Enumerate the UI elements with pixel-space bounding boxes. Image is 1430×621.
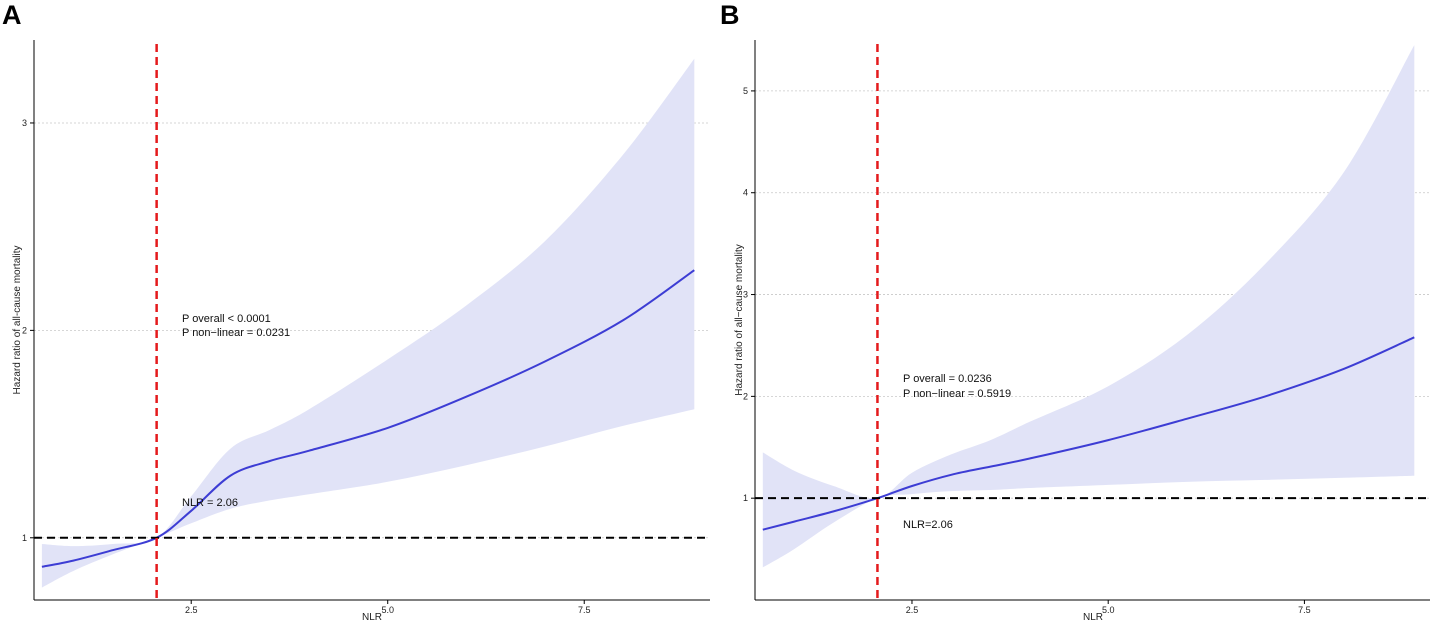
y-tick-label: 3 [22,118,27,128]
panel-a: A 2.5 5.0 7.5 1 2 3 NLR Hazard ratio of all-… [2,0,710,621]
panel-b: B 2.5 5.0 7.5 1 2 3 4 5 NLR Hazard ratio of al… [720,0,1430,621]
panel-b-x-axis-title: NLR [1083,612,1103,621]
y-tick-label: 2 [22,325,27,335]
panel-b-p-overall: P overall = 0.0236 [903,373,992,385]
panel-b-hr-curve [762,336,1415,531]
panel-b-y-ticks: 1 2 3 4 5 [743,86,755,503]
panel-a-hr-curve [41,269,695,568]
panel-a-x-axis-title: NLR [362,612,382,621]
x-tick-label: 5.0 [381,605,394,615]
x-tick-label: 2.5 [185,605,198,615]
x-tick-label: 2.5 [906,605,919,615]
panel-a-y-axis-title: Hazard ratio of all-cause mortality [12,246,23,395]
panel-b-confidence-band [762,45,1415,568]
panel-a-cutoff-label: NLR = 2.06 [182,497,238,509]
panel-a-x-ticks: 2.5 5.0 7.5 [185,600,591,615]
panel-b-x-ticks: 2.5 5.0 7.5 [906,600,1311,615]
x-tick-label: 7.5 [1298,605,1311,615]
panel-b-letter: B [720,0,740,30]
panel-b-y-axis-title: Hazard ratio of all−cause mortality [734,244,745,395]
panel-a-p-overall: P overall < 0.0001 [182,313,271,325]
panel-a-p-nonlinear: P non−linear = 0.0231 [182,327,290,339]
y-tick-label: 1 [22,533,27,543]
panel-a-confidence-band [41,58,695,588]
panel-b-cutoff-label: NLR=2.06 [903,519,953,531]
x-tick-label: 5.0 [1102,605,1115,615]
y-tick-label: 5 [743,86,748,96]
y-tick-label: 2 [743,391,748,401]
x-tick-label: 7.5 [578,605,591,615]
panel-a-letter: A [2,0,22,30]
y-tick-label: 4 [743,188,748,198]
y-tick-label: 3 [743,290,748,300]
panel-b-p-nonlinear: P non−linear = 0.5919 [903,388,1011,400]
y-tick-label: 1 [743,493,748,503]
panel-a-y-ticks: 1 2 3 [22,118,34,543]
